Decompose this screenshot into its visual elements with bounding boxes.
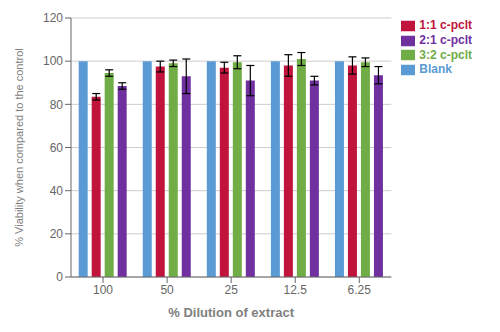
- svg-text:100: 100: [93, 283, 113, 297]
- svg-text:60: 60: [50, 141, 64, 155]
- html-text:3:2 c-pclt: 3:2 c-pclt: [419, 47, 472, 62]
- svg-text:40: 40: [50, 184, 64, 198]
- svg-text:0: 0: [56, 270, 63, 284]
- svg-text:100: 100: [43, 54, 63, 68]
- svg-text:% Dilution of extract: % Dilution of extract: [168, 305, 294, 320]
- html-text:2:1 c-pclt: 2:1 c-pclt: [419, 32, 472, 47]
- svg-text:25: 25: [224, 283, 238, 297]
- svg-text:80: 80: [50, 98, 64, 112]
- svg-text:120: 120: [43, 11, 63, 25]
- svg-text:20: 20: [50, 227, 64, 241]
- svg-text:% Viability when compared to t: % Viability when compared to the control: [13, 48, 25, 247]
- svg-text:50: 50: [160, 283, 174, 297]
- html-text:Blank: Blank: [419, 62, 452, 77]
- svg-text:12.5: 12.5: [284, 283, 308, 297]
- svg-text:6.25: 6.25: [348, 283, 372, 297]
- html-text:1:1 c-pclt: 1:1 c-pclt: [419, 18, 472, 32]
